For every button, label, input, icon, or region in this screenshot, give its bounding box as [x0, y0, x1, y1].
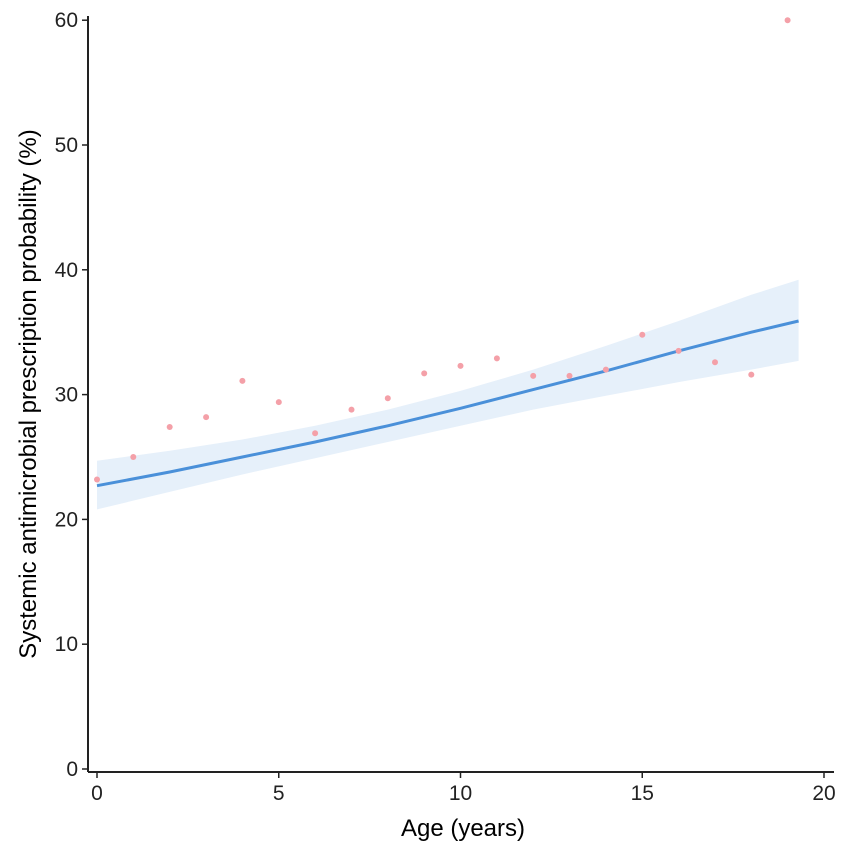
- y-tick-label: 50: [55, 134, 78, 157]
- x-axis-ticks: 0 5 10 15 20: [91, 772, 836, 805]
- y-axis-title: Systemic antimicrobial prescription prob…: [15, 129, 42, 659]
- y-tick-label: 60: [55, 9, 78, 32]
- x-tick-label: 20: [812, 782, 835, 805]
- y-tick-label: 10: [55, 633, 78, 656]
- data-point: [275, 399, 282, 406]
- y-tick-label: 0: [66, 758, 78, 781]
- data-point: [348, 406, 355, 413]
- data-point: [166, 424, 173, 430]
- x-tick-label: 0: [91, 782, 103, 805]
- x-axis-title: Age (years): [401, 815, 525, 842]
- data-point: [94, 476, 100, 483]
- data-point: [493, 355, 500, 362]
- confidence-band: [97, 279, 799, 510]
- y-tick-label: 20: [55, 508, 78, 531]
- y-axis-ticks: 0 10 20 30 40 50 60: [55, 9, 88, 781]
- data-point: [384, 395, 391, 402]
- x-tick-label: 10: [449, 782, 472, 805]
- y-tick-label: 40: [55, 259, 78, 282]
- data-point: [203, 414, 210, 421]
- data-point: [602, 366, 609, 373]
- data-point: [712, 359, 718, 366]
- data-point: [639, 331, 646, 338]
- data-point: [675, 347, 682, 354]
- y-tick-label: 30: [55, 384, 78, 407]
- data-point: [312, 430, 319, 437]
- data-point: [457, 362, 464, 369]
- data-point: [530, 372, 537, 379]
- fit-line: [96, 319, 799, 488]
- data-point: [421, 370, 428, 377]
- data-point: [130, 454, 137, 460]
- data-point: [784, 17, 791, 24]
- data-point: [566, 372, 573, 379]
- x-tick-label: 15: [631, 782, 654, 805]
- x-tick-label: 5: [273, 782, 285, 805]
- data-points: [94, 17, 791, 483]
- data-point: [748, 371, 755, 378]
- data-point: [239, 377, 246, 384]
